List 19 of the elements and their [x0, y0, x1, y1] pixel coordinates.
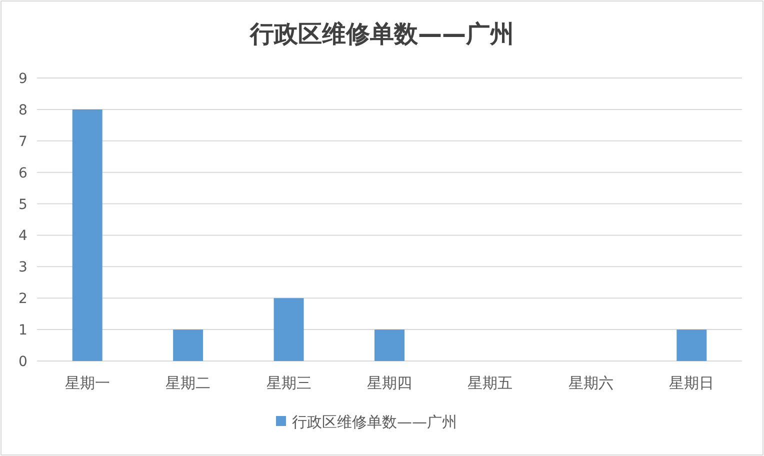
ytick: 8 [18, 102, 28, 118]
ytick: 4 [18, 228, 28, 244]
legend: 行政区维修单数——广州 [276, 413, 457, 431]
ytick: 2 [18, 291, 28, 308]
ytick: 5 [18, 196, 28, 213]
xtick: 星期六 [568, 374, 614, 392]
ytick: 1 [18, 322, 28, 339]
ytick: 6 [18, 165, 28, 182]
ytick: 3 [18, 260, 28, 276]
title: 行政区维修单数——广州 [250, 20, 514, 48]
xtick: 星期二 [166, 374, 211, 392]
xtick: 星期三 [266, 374, 312, 392]
ytick: 7 [18, 134, 28, 150]
xtick: 星期四 [367, 374, 412, 392]
xtick: 星期一 [64, 374, 110, 392]
xtick: 星期日 [669, 374, 714, 392]
ytick: 0 [18, 354, 28, 370]
xtick: 星期五 [468, 374, 513, 392]
ytick: 9 [18, 71, 28, 87]
